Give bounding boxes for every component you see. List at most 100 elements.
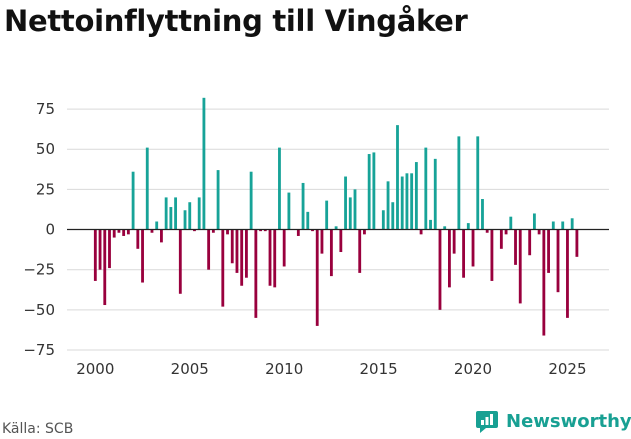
bar <box>453 230 456 254</box>
bar <box>94 230 97 281</box>
bar <box>99 230 102 270</box>
y-tick-label: 0 <box>45 221 55 239</box>
bar <box>325 201 328 230</box>
bar <box>198 197 201 229</box>
x-tick-label: 2020 <box>454 360 492 378</box>
bar <box>306 212 309 230</box>
bar <box>330 230 333 277</box>
x-tick-label: 2005 <box>171 360 209 378</box>
bar <box>561 222 564 230</box>
brand-logo[interactable]: Newsworthy <box>474 408 631 434</box>
y-tick-label: 50 <box>36 140 55 158</box>
bar <box>457 136 460 229</box>
bar <box>217 170 220 229</box>
bar <box>406 173 409 229</box>
bar <box>363 230 366 235</box>
bar <box>420 230 423 235</box>
bar <box>519 230 522 304</box>
bar <box>245 230 248 278</box>
bar <box>439 230 442 310</box>
x-tick-label: 2000 <box>76 360 114 378</box>
bar <box>509 217 512 230</box>
bar <box>146 148 149 230</box>
bar <box>557 230 560 293</box>
bar <box>236 230 239 273</box>
x-tick-label: 2025 <box>548 360 586 378</box>
bar <box>505 230 508 235</box>
bar <box>127 230 130 235</box>
bar-chart: −75 −50 −25 0 25 50 75 2000 2005 2010 2015 2020 2025 <box>0 0 631 400</box>
bar <box>552 222 555 230</box>
source-note: Källa: SCB <box>2 421 73 437</box>
bar <box>136 230 139 249</box>
bar <box>387 181 390 229</box>
y-tick-label: 75 <box>36 100 55 118</box>
bar <box>287 193 290 230</box>
bar <box>203 98 206 230</box>
bar <box>542 230 545 336</box>
bar <box>349 197 352 229</box>
bar <box>396 125 399 229</box>
bar <box>179 230 182 294</box>
bar <box>207 230 210 270</box>
bar <box>278 148 281 230</box>
bar <box>155 222 158 230</box>
y-tick-label: −50 <box>23 301 55 319</box>
bar <box>538 230 541 235</box>
bar <box>500 230 503 249</box>
bar <box>514 230 517 265</box>
bar <box>571 218 574 229</box>
bar <box>354 189 357 229</box>
bar <box>410 173 413 229</box>
bar <box>358 230 361 273</box>
bar <box>160 230 163 243</box>
bar <box>472 230 475 267</box>
bar <box>221 230 224 307</box>
bar <box>528 230 531 256</box>
bar <box>372 152 375 229</box>
bar <box>269 230 272 286</box>
bar <box>240 230 243 286</box>
bar <box>254 230 257 318</box>
bar <box>113 230 116 238</box>
bar <box>302 183 305 230</box>
bar <box>476 136 479 229</box>
bar <box>391 202 394 229</box>
brand-name: Newsworthy <box>506 411 631 432</box>
bar <box>533 213 536 229</box>
bar <box>141 230 144 283</box>
bar <box>188 202 191 229</box>
bar <box>481 199 484 230</box>
bar <box>382 210 385 229</box>
bar <box>122 230 125 236</box>
bar <box>547 230 550 273</box>
bar <box>174 197 177 229</box>
x-tick-label: 2010 <box>265 360 303 378</box>
bar <box>462 230 465 278</box>
y-tick-label: 25 <box>36 180 55 198</box>
bar <box>415 162 418 229</box>
bar <box>434 159 437 230</box>
bar <box>575 230 578 257</box>
bar <box>368 154 371 229</box>
bar <box>344 177 347 230</box>
bar <box>467 223 470 229</box>
bar <box>226 230 229 235</box>
y-tick-label: −25 <box>23 261 55 279</box>
y-tick-label: −75 <box>23 341 55 359</box>
bar <box>316 230 319 326</box>
bar <box>448 230 451 288</box>
bar <box>429 220 432 230</box>
bar <box>321 230 324 254</box>
bar <box>108 230 111 269</box>
bar <box>169 207 172 229</box>
bar <box>165 197 168 229</box>
x-tick-label: 2015 <box>360 360 398 378</box>
bar <box>184 210 187 229</box>
bar <box>401 177 404 230</box>
bar <box>424 148 427 230</box>
bar <box>339 230 342 252</box>
bar <box>103 230 106 305</box>
bar <box>231 230 234 264</box>
bar <box>132 172 135 230</box>
